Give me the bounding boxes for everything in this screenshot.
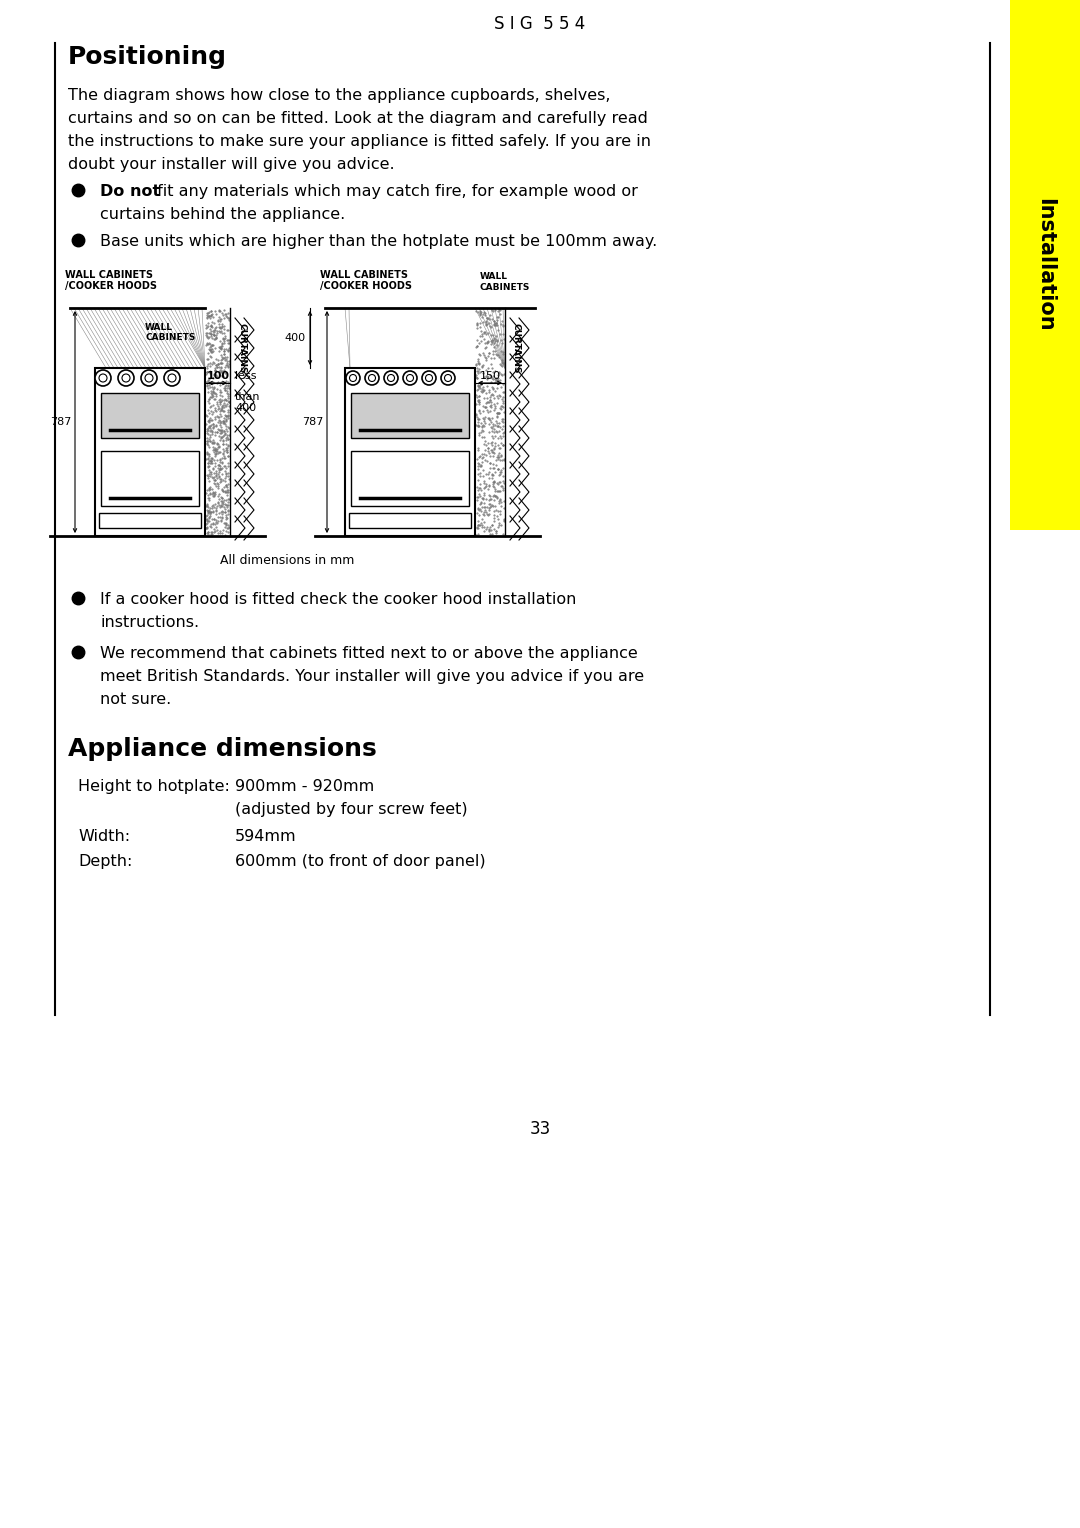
Bar <box>95 368 205 536</box>
Text: Appliance dimensions: Appliance dimensions <box>68 736 377 761</box>
Text: curtains behind the appliance.: curtains behind the appliance. <box>100 206 346 222</box>
Text: /COOKER HOODS: /COOKER HOODS <box>320 281 411 290</box>
Text: S I G  5 5 4: S I G 5 5 4 <box>495 15 585 34</box>
Circle shape <box>445 374 451 382</box>
Text: fit any materials which may catch fire, for example wood or: fit any materials which may catch fire, … <box>152 183 638 199</box>
Text: meet British Standards. Your installer will give you advice if you are: meet British Standards. Your installer w… <box>100 669 644 685</box>
Circle shape <box>118 370 134 387</box>
Text: All dimensions in mm: All dimensions in mm <box>220 555 354 567</box>
Text: 787: 787 <box>50 417 71 426</box>
Text: WALL CABINETS: WALL CABINETS <box>65 270 153 280</box>
Text: Width:: Width: <box>78 830 130 843</box>
Text: WALL CABINETS: WALL CABINETS <box>320 270 408 280</box>
Text: The diagram shows how close to the appliance cupboards, shelves,: The diagram shows how close to the appli… <box>68 89 610 102</box>
Text: WALL: WALL <box>145 322 173 332</box>
Bar <box>345 368 475 536</box>
Circle shape <box>441 371 455 385</box>
Bar <box>99 513 201 529</box>
Text: 900mm - 920mm: 900mm - 920mm <box>235 779 375 795</box>
Circle shape <box>403 371 417 385</box>
Bar <box>102 393 199 439</box>
Text: WALL: WALL <box>480 272 508 281</box>
Text: Installation: Installation <box>1035 199 1055 332</box>
Bar <box>351 393 469 439</box>
Text: 400: 400 <box>235 403 256 413</box>
Bar <box>1010 0 1080 530</box>
Text: CABINETS: CABINETS <box>480 283 530 292</box>
Text: Positioning: Positioning <box>68 44 227 69</box>
Text: curtains and so on can be fitted. Look at the diagram and carefully read: curtains and so on can be fitted. Look a… <box>68 112 648 125</box>
Circle shape <box>406 374 414 382</box>
Text: doubt your installer will give you advice.: doubt your installer will give you advic… <box>68 157 394 173</box>
Text: 100: 100 <box>207 371 230 380</box>
Circle shape <box>422 371 436 385</box>
Circle shape <box>346 371 360 385</box>
Circle shape <box>388 374 394 382</box>
Text: less: less <box>235 371 257 380</box>
Text: 787: 787 <box>301 417 323 426</box>
Text: CABINETS: CABINETS <box>145 333 195 342</box>
Text: Do not: Do not <box>100 183 160 199</box>
Text: If a cooker hood is fitted check the cooker hood installation: If a cooker hood is fitted check the coo… <box>100 591 577 607</box>
Text: /COOKER HOODS: /COOKER HOODS <box>65 281 157 290</box>
Text: CURTAINS: CURTAINS <box>511 322 519 373</box>
Text: 33: 33 <box>529 1120 551 1138</box>
Circle shape <box>350 374 356 382</box>
Circle shape <box>122 374 130 382</box>
Bar <box>349 513 471 529</box>
Text: Height to hotplate:: Height to hotplate: <box>78 779 230 795</box>
Text: not sure.: not sure. <box>100 692 172 707</box>
Circle shape <box>95 370 111 387</box>
Text: Base units which are higher than the hotplate must be 100mm away.: Base units which are higher than the hot… <box>100 234 658 249</box>
Text: than: than <box>235 393 260 402</box>
Circle shape <box>145 374 153 382</box>
Text: instructions.: instructions. <box>100 614 199 630</box>
Circle shape <box>368 374 376 382</box>
Circle shape <box>426 374 432 382</box>
Text: 150: 150 <box>480 371 501 380</box>
Text: 600mm (to front of door panel): 600mm (to front of door panel) <box>235 854 486 869</box>
Text: We recommend that cabinets fitted next to or above the appliance: We recommend that cabinets fitted next t… <box>100 646 638 662</box>
Circle shape <box>164 370 180 387</box>
Bar <box>351 451 469 506</box>
Circle shape <box>99 374 107 382</box>
Text: 400: 400 <box>285 333 306 342</box>
Text: Depth:: Depth: <box>78 854 133 869</box>
Circle shape <box>365 371 379 385</box>
Text: (adjusted by four screw feet): (adjusted by four screw feet) <box>235 802 468 817</box>
Circle shape <box>384 371 399 385</box>
Bar <box>102 451 199 506</box>
Text: the instructions to make sure your appliance is fitted safely. If you are in: the instructions to make sure your appli… <box>68 134 651 150</box>
Text: 594mm: 594mm <box>235 830 297 843</box>
Text: CURTAINS: CURTAINS <box>238 322 247 373</box>
Circle shape <box>141 370 157 387</box>
Circle shape <box>168 374 176 382</box>
